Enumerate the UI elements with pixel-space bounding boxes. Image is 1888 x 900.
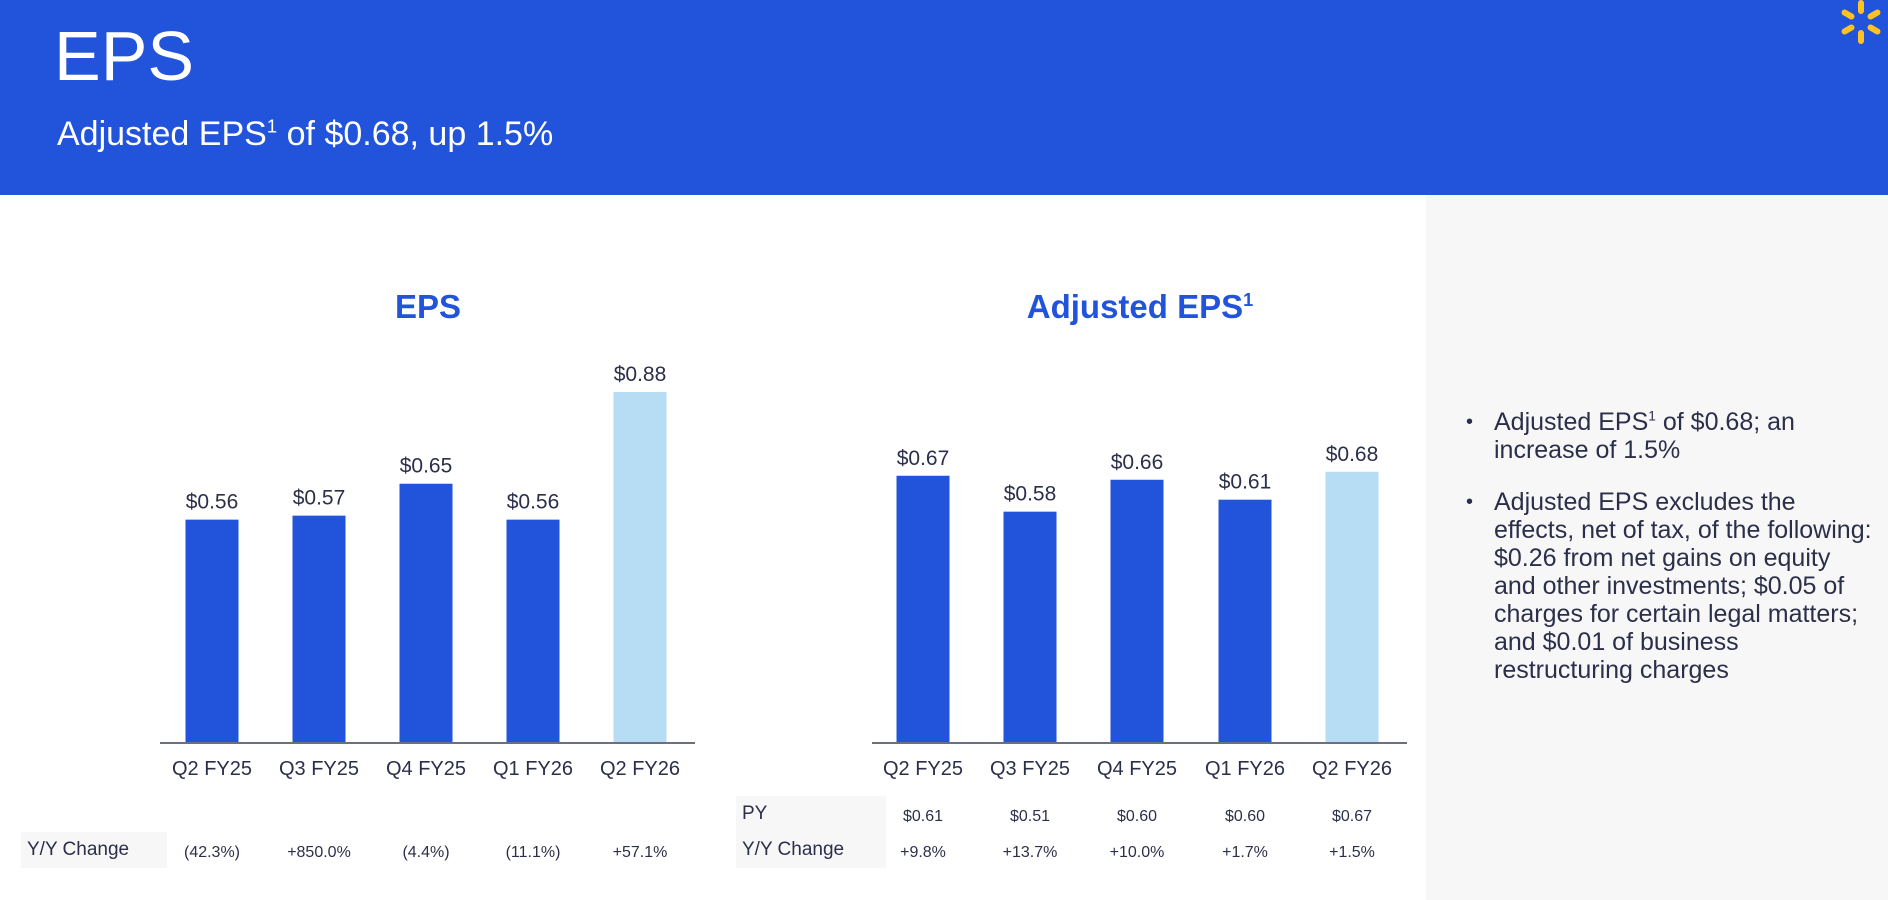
table-cell: $0.61 (903, 808, 943, 825)
header-banner: EPS Adjusted EPS1 of $0.68, up 1.5% (0, 0, 1888, 195)
bar (896, 475, 950, 743)
table-cell: $0.60 (1117, 808, 1157, 825)
page-subtitle: Adjusted EPS1 of $0.68, up 1.5% (57, 114, 553, 155)
row-label-yy-eps: Y/Y Change (21, 832, 167, 868)
bullet-dot-icon: • (1466, 411, 1474, 433)
bar (1110, 479, 1164, 743)
bar (506, 519, 560, 743)
bar-value-label: $0.88 (614, 363, 667, 386)
x-tick-label: Q4 FY25 (1097, 758, 1177, 780)
bullet-text: Adjusted EPS (1494, 408, 1649, 436)
x-tick-label: Q1 FY26 (493, 758, 573, 780)
x-tick-label: Q2 FY26 (1312, 758, 1392, 780)
table-cell: +850.0% (287, 844, 351, 861)
bar (399, 483, 453, 743)
table-cell: (4.4%) (402, 844, 449, 861)
table-cell: +1.7% (1222, 844, 1268, 861)
bar-value-label: $0.57 (293, 487, 346, 510)
x-tick-label: Q2 FY26 (600, 758, 680, 780)
bar-value-label: $0.56 (186, 491, 239, 514)
row-label-py: PY (736, 796, 886, 832)
subtitle-footnote: 1 (266, 115, 278, 137)
bar (1218, 499, 1272, 743)
bar-value-label: $0.66 (1111, 451, 1164, 474)
chart-title-footnote: 1 (1243, 290, 1254, 310)
bullet-dot-icon: • (1466, 491, 1474, 513)
bar (292, 515, 346, 743)
bullet-footnote: 1 (1648, 408, 1656, 424)
table-cell: $0.67 (1332, 808, 1372, 825)
x-tick-label: Q3 FY25 (279, 758, 359, 780)
subtitle-main: Adjusted EPS (57, 115, 267, 153)
bar-value-label: $0.65 (400, 455, 453, 478)
bar-value-label: $0.58 (1004, 483, 1057, 506)
commentary-panel (1426, 195, 1888, 900)
table-cell: +57.1% (613, 844, 668, 861)
page-title: EPS (54, 17, 195, 95)
bar-value-label: $0.67 (897, 447, 950, 470)
table-cell: +13.7% (1003, 844, 1058, 861)
x-tick-label: Q1 FY26 (1205, 758, 1285, 780)
table-cell: (11.1%) (506, 844, 561, 861)
row-label-yy-adjusted: Y/Y Change (736, 832, 886, 868)
spark-logo-icon (1841, 0, 1881, 44)
table-cell: +1.5% (1329, 844, 1375, 861)
x-tick-label: Q2 FY25 (883, 758, 963, 780)
table-cell: +9.8% (900, 844, 946, 861)
commentary-bullets: • Adjusted EPS1 of $0.68; an increase of … (1466, 408, 1876, 708)
x-tick-label: Q3 FY25 (990, 758, 1070, 780)
bullet-item: • Adjusted EPS excludes the effects, net … (1466, 488, 1876, 684)
table-cell: $0.60 (1225, 808, 1265, 825)
subtitle-rest: of $0.68, up 1.5% (277, 115, 554, 153)
bar-value-label: $0.56 (507, 491, 560, 514)
bar (613, 392, 667, 743)
chart-title-text: Adjusted EPS (1026, 288, 1244, 325)
bar-value-label: $0.68 (1326, 443, 1379, 466)
chart-title-eps: EPS (160, 288, 696, 326)
table-cell: $0.51 (1010, 808, 1050, 825)
bar (1003, 511, 1057, 743)
chart-title-text: EPS (394, 288, 462, 325)
bullet-text: Adjusted EPS excludes the effects, net o… (1494, 488, 1872, 684)
bar-value-label: $0.61 (1219, 471, 1272, 494)
bullet-item: • Adjusted EPS1 of $0.68; an increase of … (1466, 408, 1876, 464)
bullet-text-rest: of $0.68; an increase of 1.5% (1494, 408, 1795, 464)
table-cell: (42.3%) (184, 844, 240, 861)
chart-title-adjusted-eps: Adjusted EPS1 (872, 288, 1408, 326)
x-tick-label: Q4 FY25 (386, 758, 466, 780)
bar (185, 519, 239, 743)
x-tick-label: Q2 FY25 (172, 758, 252, 780)
bar (1325, 471, 1379, 743)
table-cell: +10.0% (1110, 844, 1165, 861)
